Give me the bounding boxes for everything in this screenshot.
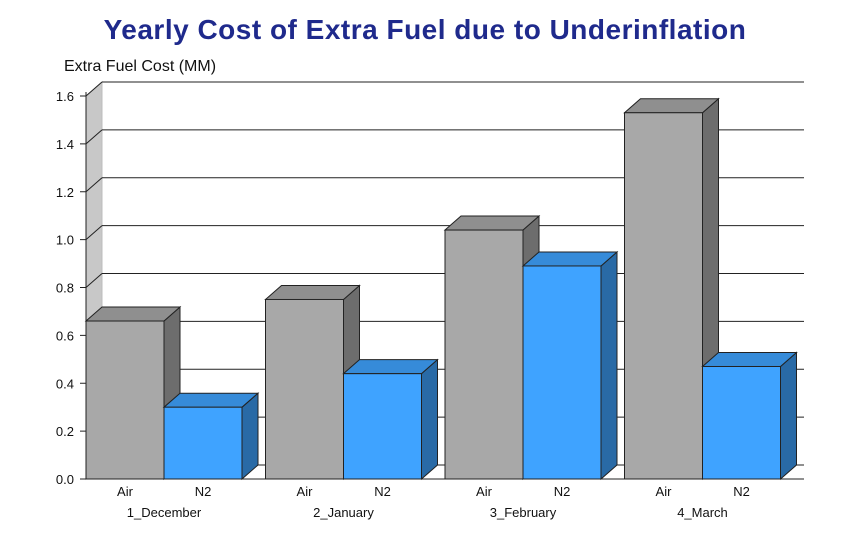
group-label: 2_January [313,505,374,520]
bar-label: N2 [195,484,212,499]
group-label: 3_February [490,505,557,520]
bar-air-3_february [444,229,524,480]
bar-top [521,251,619,267]
gridline-depth [85,81,103,97]
bar-n2-3_february [522,265,602,480]
y-tick-label: 0.6 [56,328,74,343]
y-tick-label: 1.4 [56,137,74,152]
y-tick-label: 0.8 [56,281,74,296]
y-tick-label: 0.0 [56,472,74,487]
gridline-depth [85,273,103,288]
bar-n2-1_december [163,406,243,480]
bar-n2-2_january [343,373,422,480]
bar-top [701,351,798,367]
gridline-depth [85,177,103,193]
y-tick-label: 0.2 [56,424,74,439]
bar-side [780,351,797,481]
bar-top [84,306,182,322]
bar-air-1_december [85,320,165,480]
bar-label: Air [476,484,493,499]
y-tick-label: 1.6 [56,89,74,104]
bar-top [342,359,439,375]
group-label: 4_March [677,505,728,520]
bar-label: N2 [554,484,571,499]
bar-air-2_january [265,298,344,480]
bar-label: N2 [733,484,750,499]
chart-title: Yearly Cost of Extra Fuel due to Underin… [103,14,747,45]
bar-top [443,215,541,231]
bar-top [623,98,720,114]
bar-air-4_march [624,112,703,480]
bar-top [162,392,260,408]
bar-n2-4_march [702,365,781,480]
bar-top [264,284,361,300]
bar-label: N2 [374,484,391,499]
bar-side [241,392,259,481]
bar-label: Air [656,484,673,499]
bar-label: Air [117,484,134,499]
bar-label: Air [297,484,314,499]
y-tick-label: 1.0 [56,233,74,248]
group-label: 1_December [127,505,202,520]
y-tick-label: 0.4 [56,376,74,391]
bar-side [421,358,438,481]
gridline-depth [85,129,103,145]
y-axis-title: Extra Fuel Cost (MM) [64,58,217,75]
bar-side [600,250,618,481]
gridline-depth [85,225,103,241]
y-tick-label: 1.2 [56,185,74,200]
